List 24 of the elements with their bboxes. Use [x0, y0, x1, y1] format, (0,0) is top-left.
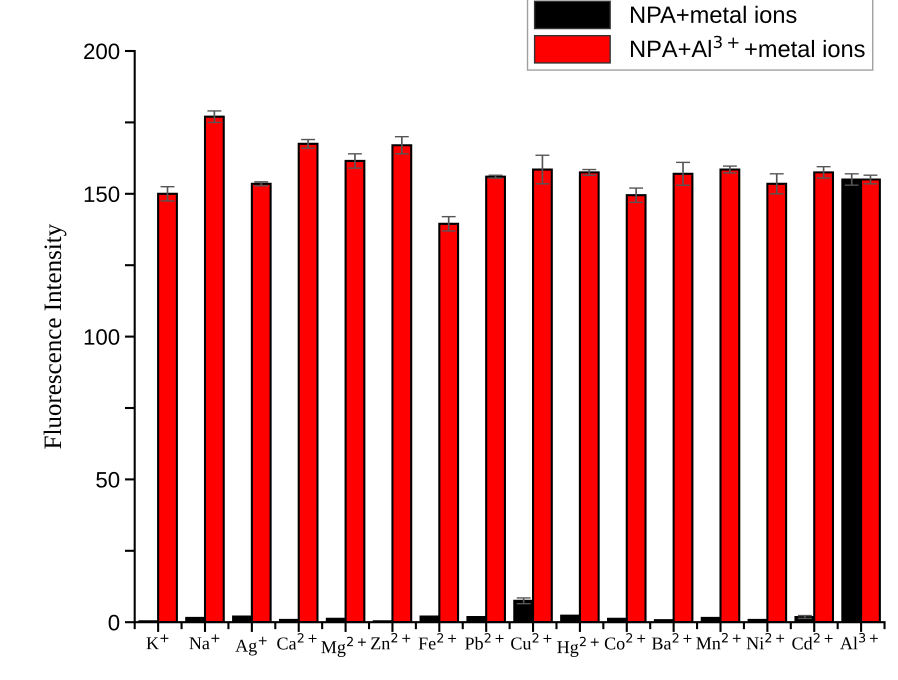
- legend-label: NPA+metal ions: [630, 6, 796, 24]
- x-tick-label: Ba$^{2+}$: [652, 633, 692, 650]
- x-tick-label: Mg$^{2+}$: [321, 636, 366, 657]
- y-tick-label: 200: [84, 44, 120, 60]
- x-tick-label: Zn$^{2+}$: [371, 632, 410, 650]
- y-tick-label: 50: [96, 472, 120, 488]
- x-tick-label: Hg$^{2+}$: [557, 636, 599, 657]
- y-tick-label: 150: [84, 186, 120, 202]
- x-tick-label: Co$^{2+}$: [604, 633, 646, 650]
- x-tick-label: Ca$^{2+}$: [277, 633, 316, 650]
- x-tick-label: Al$^{3+}$: [840, 632, 878, 650]
- x-tick-label: Fe$^{2+}$: [418, 633, 456, 650]
- x-tick-label: K$^{+}$: [146, 634, 168, 650]
- x-tick-label: Na$^{+}$: [189, 634, 220, 650]
- y-tick-label: 0: [108, 614, 120, 630]
- y-tick-label: 100: [84, 329, 120, 345]
- x-tick-label: Mn$^{2+}$: [696, 632, 741, 650]
- x-tick-label: Ni$^{2+}$: [746, 632, 784, 650]
- x-tick-label: Cu$^{2+}$: [511, 633, 552, 650]
- legend-label: NPA+Al$^{3+}$+metal ions: [630, 36, 865, 58]
- x-tick-label: Ag$^{+}$: [235, 636, 267, 656]
- y-axis-title: Fluorescence Intensity: [44, 224, 66, 449]
- x-tick-label: Pb$^{2+}$: [465, 633, 504, 650]
- x-tick-label: Cd$^{2+}$: [792, 633, 833, 650]
